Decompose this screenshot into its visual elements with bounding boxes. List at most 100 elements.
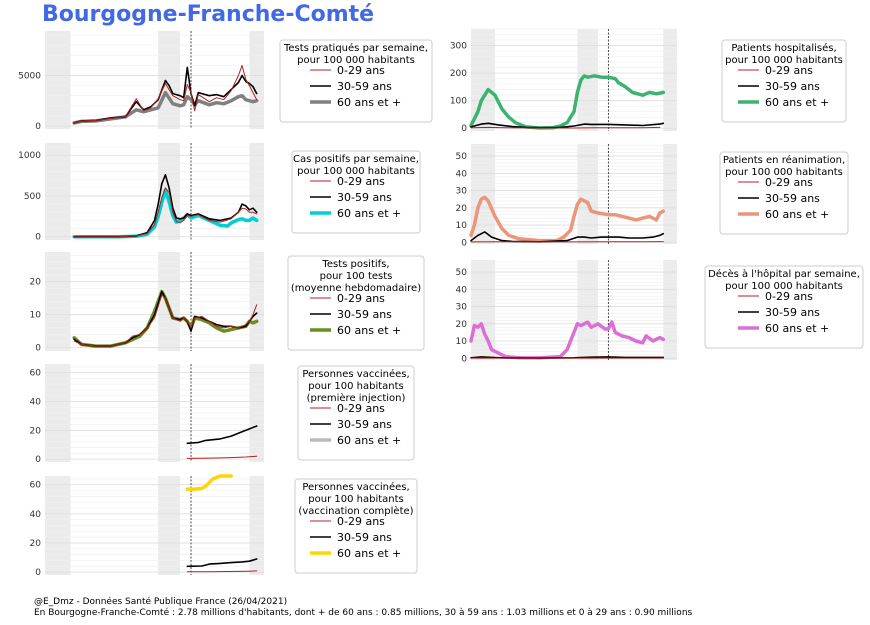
series-line-young xyxy=(470,126,661,129)
series-line-young xyxy=(73,64,258,124)
legend-label: 60 ans et + xyxy=(765,96,829,109)
chart-hosp: 0 100 200 300 Patients hospitalisés,pour 100… xyxy=(450,28,847,134)
shaded-band xyxy=(663,29,677,131)
y-tick-label: 100 xyxy=(450,97,467,107)
legend-title-line: pour 100 habitants xyxy=(308,494,403,505)
legend-label: 0-29 ans xyxy=(337,402,385,415)
series-line-senior xyxy=(469,320,666,360)
series-line-middle xyxy=(186,425,258,445)
legend-title-line: Personnes vaccinées, xyxy=(302,368,409,380)
legend-label: 30-59 ans xyxy=(765,192,820,205)
y-tick-label: 1000 xyxy=(18,151,41,161)
series-line-middle xyxy=(470,122,665,129)
y-tick-label: 40 xyxy=(30,510,42,520)
legend-title-line: Personnes vaccinées, xyxy=(302,481,409,493)
y-tick-label: 20 xyxy=(30,539,42,549)
shaded-band xyxy=(45,143,71,240)
y-tick-label: 20 xyxy=(456,320,468,330)
y-tick-label: 40 xyxy=(30,397,42,407)
legend-vacc1: Personnes vaccinées,pour 100 habitants(p… xyxy=(297,365,415,461)
footer-population: En Bourgogne-Franche-Comté : 2.78 millio… xyxy=(34,608,693,618)
shaded-band xyxy=(158,31,181,129)
legend-title-line: Patients hospitalisés, xyxy=(731,42,836,54)
legend-positivite: Tests positifs,pour 100 tests(moyenne he… xyxy=(287,255,425,351)
series-line-young xyxy=(186,570,258,573)
series-line-middle xyxy=(186,558,258,568)
legend-title-line: Patients en réanimation, xyxy=(723,154,845,166)
shaded-band xyxy=(249,143,264,240)
series-line-young xyxy=(73,294,258,347)
series-line-senior xyxy=(72,90,259,125)
legend-label: 0-29 ans xyxy=(765,176,813,189)
legend-hosp: Patients hospitalisés,pour 100 000 habit… xyxy=(721,39,847,123)
y-tick-label: 20 xyxy=(30,278,42,288)
legend-title-line: (vaccination complète) xyxy=(298,505,413,517)
chart-vacc2: 0 20 40 60 Personnes vaccinées,pour 100 habi… xyxy=(30,474,418,578)
y-tick-label: 0 xyxy=(461,354,467,364)
y-tick-label: 0 xyxy=(35,344,41,354)
legend-label: 30-59 ans xyxy=(337,80,392,93)
legend-title-line: (moyenne hebdomadaire) xyxy=(291,283,421,294)
series-line-middle xyxy=(470,231,665,243)
legend-label: 60 ans et + xyxy=(765,322,829,335)
y-tick-label: 40 xyxy=(456,169,468,179)
y-tick-label: 200 xyxy=(450,69,467,79)
legend-title-line: Décès à l'hôpital par semaine, xyxy=(708,268,860,280)
legend-title-line: pour 100 tests xyxy=(320,271,393,282)
y-tick-label: 60 xyxy=(30,369,42,379)
y-tick-label: 0 xyxy=(461,124,467,134)
chart-tests: 0 5000 Tests pratiqués par semaine,pour 10… xyxy=(18,31,433,132)
series-line-senior xyxy=(469,74,666,130)
legend-label: 30-59 ans xyxy=(765,80,820,93)
chart-vacc1: 0 20 40 60 Personnes vaccinées,pour 100 habi… xyxy=(30,364,415,465)
legend-box xyxy=(287,255,425,351)
legend-label: 0-29 ans xyxy=(765,64,813,77)
y-tick-label: 0 xyxy=(35,568,41,578)
legend-title-line: pour 100 000 habitants xyxy=(297,166,415,177)
legend-rea: Patients en réanimation,pour 100 000 hab… xyxy=(719,151,849,235)
chart-rea: 0 10 20 30 40 50 Patients en réanimation,pour … xyxy=(456,144,849,248)
y-tick-label: 10 xyxy=(30,311,42,321)
legend-label: 60 ans et + xyxy=(337,324,401,337)
legend-title-line: pour 100 000 habitants xyxy=(725,167,843,178)
chart-positivite: 0 10 20 Tests positifs,pour 100 tests(moyen… xyxy=(30,252,425,354)
y-tick-label: 0 xyxy=(35,233,41,243)
legend-title-line: Cas positifs par semaine, xyxy=(293,154,419,165)
y-tick-label: 0 xyxy=(35,122,41,132)
y-tick-label: 50 xyxy=(456,268,468,278)
chart-deces: 0 10 20 30 40 50 Décès à l'hôpital par semaine… xyxy=(456,260,864,364)
y-tick-label: 500 xyxy=(24,192,41,202)
legend-label: 60 ans et + xyxy=(337,434,401,447)
chart-cas: 0 500 1000 Cas positifs par semaine,pour 10… xyxy=(18,143,421,243)
legend-label: 0-29 ans xyxy=(337,175,385,188)
legend-deces: Décès à l'hôpital par semaine,pour 100 0… xyxy=(704,265,864,349)
legend-label: 30-59 ans xyxy=(337,418,392,431)
legend-label: 30-59 ans xyxy=(337,531,392,544)
y-tick-label: 20 xyxy=(30,426,42,436)
footer-source: @E_Dmz - Données Santé Publique France (… xyxy=(34,597,288,607)
legend-label: 30-59 ans xyxy=(337,308,392,321)
page-title: Bourgogne-Franche-Comté xyxy=(42,2,375,27)
legend-label: 0-29 ans xyxy=(337,515,385,528)
legend-label: 60 ans et + xyxy=(337,96,401,109)
series-line-young xyxy=(73,187,258,238)
y-tick-label: 0 xyxy=(35,455,41,465)
y-tick-label: 40 xyxy=(456,285,468,295)
series-line-senior xyxy=(469,195,666,243)
y-tick-label: 60 xyxy=(30,481,42,491)
legend-title-line: Tests positifs, xyxy=(321,259,389,270)
series-line-middle xyxy=(73,174,258,238)
legend-title-line: pour 100 000 habitants xyxy=(725,281,843,292)
legend-title-line: pour 100 habitants xyxy=(308,381,403,392)
series-line-young xyxy=(186,455,258,459)
y-tick-label: 300 xyxy=(450,42,467,52)
legend-label: 60 ans et + xyxy=(337,207,401,220)
series-line-senior xyxy=(185,474,233,491)
legend-label: 30-59 ans xyxy=(337,191,392,204)
y-tick-label: 10 xyxy=(456,221,468,231)
y-tick-label: 5000 xyxy=(18,71,41,81)
y-tick-label: 30 xyxy=(456,187,468,197)
legend-vacc2: Personnes vaccinées,pour 100 habitants(v… xyxy=(294,478,418,574)
y-tick-label: 20 xyxy=(456,204,468,214)
legend-box xyxy=(297,365,415,461)
